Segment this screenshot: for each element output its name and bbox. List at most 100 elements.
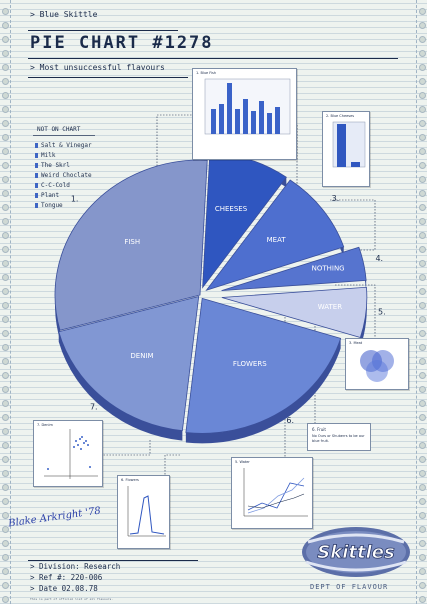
title-rule-top: [28, 30, 178, 31]
logo-graphic: Skittles: [302, 527, 410, 577]
perforation-hole: [2, 176, 9, 183]
pie-slice-label: FLOWERS: [233, 360, 267, 368]
perforation-hole: [419, 204, 426, 211]
legend-item: Milk: [35, 152, 55, 159]
mini-scatter: [44, 429, 98, 479]
pie-slice-number: 3.: [332, 194, 340, 203]
legend-item: The Skrl: [35, 162, 70, 169]
pie-slice-face: [205, 179, 345, 291]
legend-item: Salt & Vinegar: [35, 142, 92, 149]
perforation-hole: [419, 302, 426, 309]
perforation-hole: [2, 204, 9, 211]
perforation-hole: [2, 106, 9, 113]
pie-slice-number: 1.: [71, 195, 79, 204]
perforation-hole: [419, 64, 426, 71]
pie-slice-face: [185, 297, 342, 434]
perforation-hole: [2, 582, 9, 589]
perforation-hole: [2, 316, 9, 323]
perforation-hole: [2, 344, 9, 351]
perforation-hole: [419, 526, 426, 533]
legend-title: NOT ON CHART: [37, 126, 81, 133]
pie-slice: NOTHING 4.: [221, 246, 383, 292]
footer-ref: > Ref #: 220-006: [30, 573, 103, 582]
perforation-hole: [2, 372, 9, 379]
perforation-hole: [419, 316, 426, 323]
footer-division: > Division: Research: [30, 562, 121, 571]
mini-line-chart: [127, 486, 166, 537]
card-title: 6. Flowers: [121, 478, 139, 482]
perforation-hole: [2, 64, 9, 71]
perforation-hole: [419, 8, 426, 15]
perforation-hole: [419, 36, 426, 43]
perforation-hole: [419, 78, 426, 85]
perforation-hole: [2, 22, 9, 29]
pie-slice-number: 7.: [90, 403, 98, 412]
perforation-hole: [2, 302, 9, 309]
perforation-hole: [2, 386, 9, 393]
card-title: 1. Blue Fish: [196, 71, 217, 75]
pie-slice-number: 6.: [286, 416, 294, 425]
venn-diagram: [360, 350, 394, 382]
perforation-hole: [419, 92, 426, 99]
pie-slice-label: MEAT: [267, 236, 287, 244]
perforation-hole: [2, 8, 9, 15]
card-title: 5. Water: [235, 460, 250, 464]
skittles-logo: Skittles: [300, 524, 412, 580]
perforation-hole: [419, 162, 426, 169]
pie-slice-number: 5.: [378, 307, 386, 316]
perforation-hole: [419, 386, 426, 393]
perforation-hole: [419, 470, 426, 477]
perforation-hole: [419, 288, 426, 295]
pie-slice-face: [221, 286, 368, 339]
perforation-hole: [419, 358, 426, 365]
perforation-hole: [2, 358, 9, 365]
perforation-hole: [419, 260, 426, 267]
perforation-hole: [419, 372, 426, 379]
perforation-hole: [2, 470, 9, 477]
perforation-hole: [2, 148, 9, 155]
dept-label: DEPT OF FLAVOUR: [310, 583, 389, 591]
pie-slice-label: NOTHING: [312, 264, 345, 272]
perforation-hole: [2, 568, 9, 575]
legend-item: Weird Choclate: [35, 172, 92, 179]
page-subtitle: > Most unsuccessful flavours: [30, 63, 165, 72]
perforation-hole: [419, 344, 426, 351]
pie-slice-face: [221, 246, 367, 292]
legend-item: Plant: [35, 192, 59, 199]
perforation-hole: [419, 176, 426, 183]
title-rule-bottom: [28, 58, 398, 59]
pie-slice-face: [58, 295, 200, 432]
perforation-hole: [419, 232, 426, 239]
perforation-hole: [2, 596, 9, 603]
card-fruit: 6. Fruit No Ours or Shuberrs to be our b…: [307, 423, 371, 451]
perforation-hole: [2, 498, 9, 505]
fruit-note-text: No Ours or Shuberrs to be our blue fruit…: [312, 434, 365, 443]
perforation-hole: [2, 428, 9, 435]
pie-slice-number: 4.: [375, 254, 383, 263]
perforation-hole: [2, 36, 9, 43]
perforation-hole: [419, 218, 426, 225]
perforation-hole: [419, 330, 426, 337]
card-title: 7. Denim: [37, 423, 53, 427]
perforation-hole: [419, 414, 426, 421]
perforation-hole: [419, 456, 426, 463]
pie-slice: FISH 1.: [54, 159, 208, 341]
perforation-hole: [2, 330, 9, 337]
perforation-hole: [419, 190, 426, 197]
perforation-hole: [2, 218, 9, 225]
perforation-hole: [419, 246, 426, 253]
perforation-hole: [2, 456, 9, 463]
perforation-hole: [419, 442, 426, 449]
perforation-hole: [419, 274, 426, 281]
pie-slice: FLOWERS 6.: [185, 297, 342, 444]
perforation-hole: [2, 288, 9, 295]
perforation-hole: [2, 540, 9, 547]
pie-slice: DENIM 7.: [58, 295, 200, 441]
legend-item: C-C-Cold: [35, 182, 70, 189]
logo-wordmark: Skittles: [317, 542, 395, 563]
perforation-hole: [2, 442, 9, 449]
perforation-hole: [419, 540, 426, 547]
perforation-hole: [419, 50, 426, 57]
mini-column-chart: [332, 121, 366, 168]
